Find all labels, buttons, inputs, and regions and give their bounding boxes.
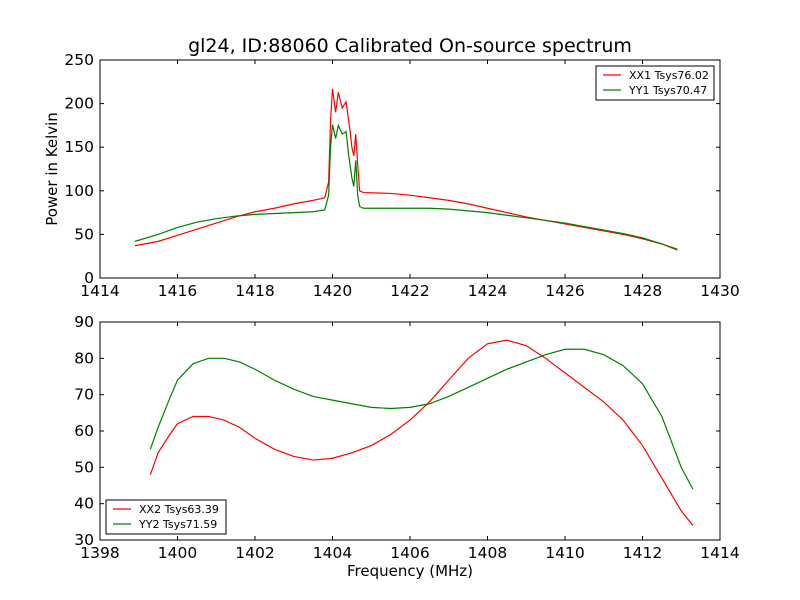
legend-label: YY1 Tsys70.47 (628, 84, 707, 97)
y-tick-label: 150 (64, 138, 94, 156)
y-tick-label: 0 (84, 269, 94, 287)
x-tick-label: 1400 (158, 544, 197, 562)
x-tick-label: 1404 (313, 544, 352, 562)
series-line-1 (134, 88, 678, 250)
x-tick-label: 1410 (545, 544, 584, 562)
y-tick-label: 100 (64, 182, 94, 200)
bottom-plot-area: 1398 1400 1402 1404 1406 1408 1410 1412 1414 30 40… (74, 313, 739, 562)
top-plot-area: 1414 1416 1418 1420 1422 1424 1426 1428 1430 0 50 1… (64, 51, 739, 300)
bottom-legend: XX2 Tsys63.39 YY2 Tsys71.59 (105, 499, 227, 535)
x-tick-label: 1406 (390, 544, 429, 562)
y-tick-label: 250 (64, 51, 94, 69)
top-panel: gl24, ID:88060 Calibrated On-source spec… (43, 35, 740, 300)
legend-box (105, 499, 227, 535)
y-tick-label: 50 (74, 225, 94, 243)
series-line-2 (149, 348, 694, 490)
x-tick-label: 1412 (623, 544, 662, 562)
y-axis-label: Power in Kelvin (43, 112, 61, 226)
y-tick-label: 30 (74, 531, 94, 549)
y-tick-label: 90 (74, 313, 94, 331)
x-tick-label: 1414 (700, 544, 739, 562)
x-tick-label: 1414 (80, 282, 119, 300)
y-tick-label: 50 (74, 458, 94, 476)
x-tick-label: 1422 (390, 282, 429, 300)
y-tick-label: 70 (74, 386, 94, 404)
top-legend: XX1 Tsys76.02 YY1 Tsys70.47 (595, 65, 715, 101)
series-line-1 (149, 339, 694, 526)
y-tick-label: 200 (64, 95, 94, 113)
bottom-panel: Frequency (MHz) 1398 1400 1402 1404 1406 1408… (74, 313, 739, 580)
y-tick-label: 40 (74, 495, 94, 513)
legend-box (595, 65, 715, 101)
legend-label: XX1 Tsys76.02 (629, 69, 709, 82)
x-tick-label: 1420 (313, 282, 352, 300)
x-tick-label: 1428 (623, 282, 662, 300)
y-tick-label: 60 (74, 422, 94, 440)
x-tick-label: 1402 (235, 544, 274, 562)
legend-label: YY2 Tsys71.59 (138, 518, 217, 531)
legend-label: XX2 Tsys63.39 (139, 503, 219, 516)
x-tick-label: 1424 (468, 282, 507, 300)
x-tick-label: 1430 (700, 282, 739, 300)
x-axis-label: Frequency (MHz) (347, 562, 473, 580)
x-tick-label: 1416 (158, 282, 197, 300)
x-tick-label: 1408 (468, 544, 507, 562)
chart-title: gl24, ID:88060 Calibrated On-source spec… (188, 35, 632, 57)
x-tick-label: 1418 (235, 282, 274, 300)
x-tick-label: 1398 (80, 544, 119, 562)
y-tick-label: 80 (74, 349, 94, 367)
series-line-2 (134, 123, 678, 251)
x-tick-label: 1426 (545, 282, 584, 300)
